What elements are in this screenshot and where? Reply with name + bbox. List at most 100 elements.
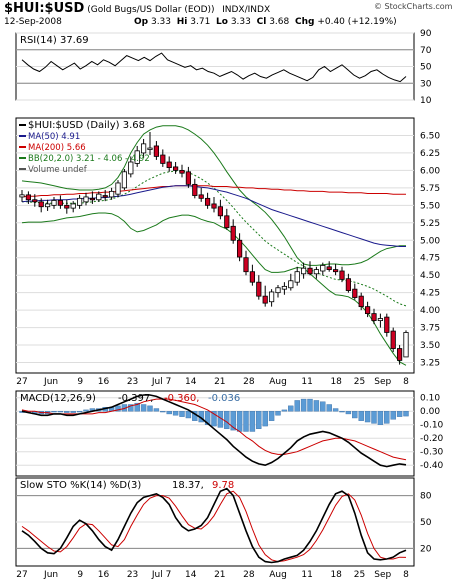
price-y-tick-label: 6.50: [420, 131, 440, 141]
rsi-y-tick-label: 50: [420, 63, 432, 73]
macd-line: [21, 394, 407, 468]
macd-y-tick-label: -0.30: [420, 448, 444, 458]
macd-histogram-bar: [377, 411, 384, 425]
price-x-tick-label: 28: [243, 377, 255, 387]
sto-x-tick-label: 21: [214, 570, 225, 580]
macd-histogram-bar: [294, 400, 300, 412]
price-legend: $HUI:$USD (Daily) 3.68: [28, 120, 145, 131]
candle-body: [384, 316, 390, 333]
price-y-tick-label: 5.75: [420, 184, 440, 194]
candle-body: [109, 190, 115, 198]
macd-histogram-bar: [313, 400, 320, 412]
rsi-y-tick-label: 30: [420, 79, 432, 89]
candle-body: [294, 271, 300, 283]
sto-x-tick-label: Sep: [374, 570, 391, 580]
candle-body: [198, 194, 204, 199]
candle-body: [249, 271, 255, 283]
macd-histogram-bar: [403, 411, 409, 417]
sto-x-tick-label: 16: [98, 570, 110, 580]
rsi-y-tick-label: 90: [420, 29, 432, 39]
candle-body: [396, 348, 403, 361]
ohlc-readout: Op 3.33 Hi 3.71 Lo 3.33 Cl 3.68 Chg +0.4…: [134, 17, 397, 27]
price-y-tick-label: 6.00: [420, 166, 440, 176]
macd-histogram-bar: [64, 411, 70, 413]
price-y-tick-label: 5.00: [420, 236, 440, 246]
candle-body: [121, 171, 127, 189]
macd-histogram-bar: [300, 398, 307, 412]
candle-body: [83, 196, 89, 203]
macd-histogram-bar: [70, 411, 76, 413]
candle-body: [128, 161, 134, 175]
macd-histogram-bar: [211, 411, 217, 427]
macd-histogram-bar: [390, 411, 396, 420]
price-x-tick-label: 11: [301, 377, 312, 387]
rsi-y-tick-label: 10: [420, 96, 432, 106]
macd-histogram-bar: [140, 404, 147, 412]
macd-histogram-bar: [326, 404, 332, 412]
sto-y-tick-label: 50: [420, 518, 432, 528]
macd-histogram-bar: [179, 411, 185, 417]
candle-body: [115, 182, 121, 195]
candle-body: [172, 166, 179, 171]
macd-histogram-bar: [185, 411, 192, 419]
sto-y-tick-label: 20: [420, 544, 432, 554]
rsi-y-tick-label: 70: [420, 46, 432, 56]
price-x-tick-label: 14: [185, 377, 197, 387]
candle-body: [179, 169, 185, 174]
candle-body: [371, 313, 377, 322]
price-y-tick-label: 4.75: [420, 254, 440, 264]
macd-y-tick-label: 0.00: [420, 407, 440, 417]
sto-x-tick-label: 28: [243, 570, 255, 580]
price-y-tick-label: 4.00: [420, 306, 440, 316]
candle-body: [256, 281, 262, 297]
macd-histogram-bar: [147, 405, 153, 412]
sto-x-tick-label: 25: [354, 570, 365, 580]
price-y-tick-label: 6.25: [420, 149, 440, 159]
macd-histogram-bar: [358, 411, 364, 421]
price-y-tick-label: 3.50: [420, 341, 440, 351]
low-value: 3.33: [230, 17, 251, 27]
price-x-tick-label: Jun: [43, 377, 58, 387]
candle-body: [140, 143, 147, 154]
ma50-legend: MA(50) 4.91: [28, 132, 80, 142]
candle-body: [166, 161, 172, 169]
candle-body: [89, 197, 95, 201]
macd-histogram-bar: [236, 411, 243, 432]
change-label: Chg: [294, 17, 315, 27]
candle-body: [307, 267, 313, 275]
macd-histogram-bar: [307, 398, 313, 412]
macd-histogram-bar: [320, 401, 326, 412]
macd-histogram-bar: [160, 411, 166, 413]
chart-date: 12-Sep-2008: [4, 17, 62, 27]
sto-x-tick-label: 18: [330, 570, 342, 580]
macd-histogram-bar: [352, 411, 358, 419]
open-value: 3.33: [150, 17, 172, 27]
macd-y-tick-label: -0.20: [420, 434, 444, 444]
price-x-tick-label: Aug: [269, 377, 287, 387]
close-value: 3.68: [269, 17, 290, 27]
candle-body: [281, 285, 288, 290]
candle-body: [217, 206, 223, 217]
chart-title: $HUI:$USD (Gold Bugs/US Dollar (EOD)) IND…: [4, 1, 270, 16]
candle-body: [19, 194, 25, 198]
candle-body: [230, 225, 236, 241]
macd-histogram-bar: [224, 411, 230, 429]
price-x-tick-label: 18: [330, 377, 342, 387]
price-y-tick-label: 3.75: [420, 324, 440, 334]
candle-body: [57, 200, 64, 206]
candle-body: [320, 265, 326, 272]
macd-histogram-bar: [83, 409, 89, 412]
macd-histogram-bar: [268, 411, 275, 421]
candle-body: [288, 280, 294, 289]
price-x-tick-label: 16: [98, 377, 110, 387]
candle-body: [32, 199, 38, 203]
sto-x-tick-label: Aug: [269, 570, 287, 580]
candle-body: [364, 306, 371, 315]
sto-x-tick-label: 11: [301, 570, 312, 580]
macd-y-tick-label: 0.10: [420, 394, 440, 404]
sto-x-tick-label: Jun: [43, 570, 58, 580]
macd-histogram-bar: [243, 411, 249, 432]
macd-histogram-bar: [332, 408, 339, 412]
macd-legend-label: MACD(12,26,9): [20, 393, 96, 404]
